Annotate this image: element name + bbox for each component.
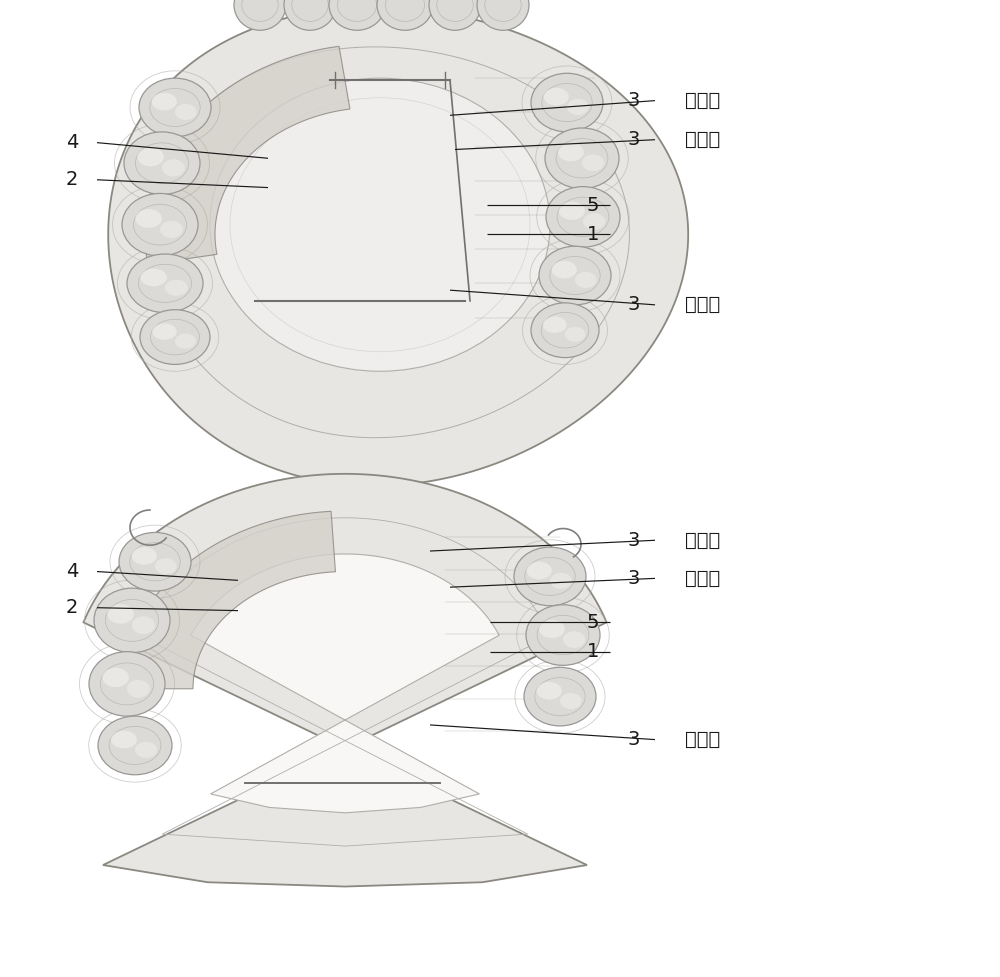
Ellipse shape (135, 742, 157, 758)
Ellipse shape (234, 0, 286, 30)
Ellipse shape (160, 221, 183, 238)
Ellipse shape (429, 0, 481, 30)
Ellipse shape (582, 154, 604, 171)
Ellipse shape (152, 93, 177, 110)
Ellipse shape (559, 202, 585, 220)
Ellipse shape (377, 0, 433, 30)
Ellipse shape (575, 272, 597, 288)
Ellipse shape (567, 99, 589, 115)
Text: 4: 4 (66, 133, 78, 152)
Ellipse shape (545, 128, 619, 189)
Text: 5: 5 (587, 195, 599, 215)
Text: 后腼杆: 后腼杆 (685, 730, 720, 749)
Ellipse shape (175, 333, 196, 349)
Ellipse shape (210, 78, 550, 371)
Ellipse shape (565, 326, 585, 342)
Text: 前腼杆: 前腼杆 (685, 91, 720, 110)
Ellipse shape (329, 0, 385, 30)
Polygon shape (145, 46, 350, 265)
Ellipse shape (544, 88, 569, 106)
Ellipse shape (546, 187, 620, 247)
Ellipse shape (284, 0, 336, 30)
Ellipse shape (155, 558, 177, 574)
Text: 2: 2 (66, 598, 78, 617)
Ellipse shape (137, 148, 164, 166)
Text: 侧腼杆: 侧腼杆 (685, 130, 720, 149)
Ellipse shape (122, 193, 198, 256)
Text: 后腼杆: 后腼杆 (685, 295, 720, 315)
Ellipse shape (107, 604, 134, 623)
Polygon shape (83, 474, 607, 886)
Text: 3: 3 (628, 531, 640, 550)
Text: 1: 1 (587, 642, 599, 661)
Ellipse shape (140, 310, 210, 364)
Ellipse shape (524, 667, 596, 726)
Text: 3: 3 (628, 569, 640, 588)
Ellipse shape (165, 279, 188, 296)
Ellipse shape (127, 254, 203, 313)
Text: 前腼杆: 前腼杆 (685, 531, 720, 550)
Ellipse shape (539, 620, 565, 638)
Ellipse shape (514, 547, 586, 606)
Text: 2: 2 (66, 170, 78, 190)
Ellipse shape (132, 616, 155, 634)
Ellipse shape (89, 652, 165, 716)
Ellipse shape (563, 631, 585, 648)
Text: 4: 4 (66, 562, 78, 581)
Ellipse shape (127, 680, 150, 698)
Ellipse shape (527, 562, 552, 579)
Polygon shape (108, 7, 688, 486)
Ellipse shape (531, 303, 599, 358)
Ellipse shape (132, 547, 157, 565)
Ellipse shape (135, 209, 162, 228)
Ellipse shape (175, 104, 197, 120)
Ellipse shape (552, 261, 577, 278)
Ellipse shape (526, 605, 600, 665)
Text: 3: 3 (628, 730, 640, 749)
Ellipse shape (152, 323, 177, 340)
Ellipse shape (583, 213, 605, 230)
Ellipse shape (140, 269, 167, 286)
Ellipse shape (119, 532, 191, 591)
Ellipse shape (477, 0, 529, 30)
Ellipse shape (550, 573, 572, 589)
Text: 5: 5 (587, 613, 599, 632)
Ellipse shape (543, 317, 567, 333)
Text: 3: 3 (628, 91, 640, 110)
Ellipse shape (162, 159, 185, 177)
Ellipse shape (558, 144, 584, 161)
Ellipse shape (124, 132, 200, 194)
Polygon shape (191, 554, 499, 813)
Text: 1: 1 (587, 225, 599, 244)
Text: 3: 3 (628, 130, 640, 149)
Ellipse shape (102, 668, 129, 687)
Ellipse shape (537, 682, 562, 700)
Ellipse shape (98, 716, 172, 775)
Ellipse shape (94, 588, 170, 653)
Text: 3: 3 (628, 295, 640, 315)
Text: 侧腼杆: 侧腼杆 (685, 569, 720, 588)
Polygon shape (123, 511, 335, 689)
Ellipse shape (560, 693, 582, 709)
Ellipse shape (539, 246, 611, 305)
Ellipse shape (111, 731, 137, 748)
Ellipse shape (139, 78, 211, 137)
Ellipse shape (531, 73, 603, 132)
